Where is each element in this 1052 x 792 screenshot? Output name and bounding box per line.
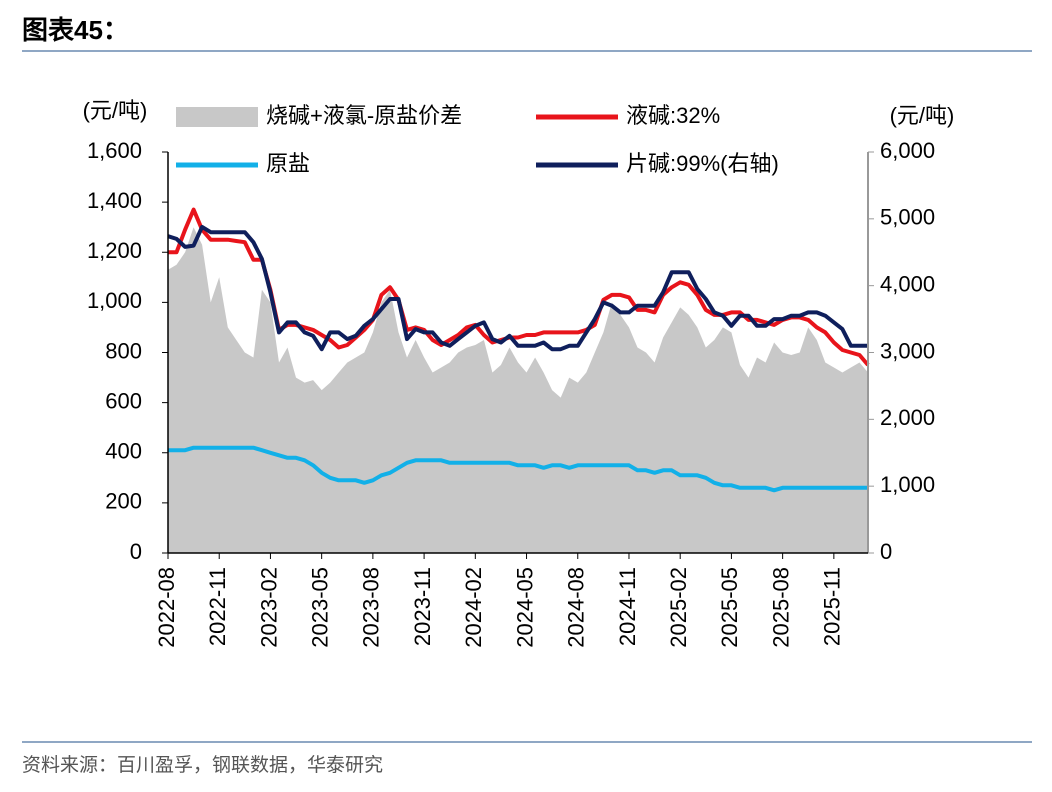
y2-tick-label: 2,000 <box>880 405 935 430</box>
y2-tick-label: 6,000 <box>880 138 935 163</box>
x-tick-label: 2023-02 <box>256 567 281 648</box>
x-tick-label: 2024-05 <box>512 567 537 648</box>
x-tick-label: 2022-11 <box>205 567 230 646</box>
x-tick-label: 2023-08 <box>359 567 384 648</box>
line <box>168 445 868 493</box>
y2-tick-label: 1,000 <box>880 472 935 497</box>
y-tick-label: 600 <box>105 388 142 413</box>
y2-axis-label: (元/吨) <box>890 103 955 128</box>
y-axis-label: (元/吨) <box>83 98 148 123</box>
legend-label: 原盐 <box>266 151 310 176</box>
y-tick-label: 1,600 <box>87 138 142 163</box>
line <box>167 224 868 352</box>
figure-label: 图表45： <box>22 15 129 45</box>
x-tick-label: 2023-05 <box>307 567 332 648</box>
x-tick-label: 2024-02 <box>461 567 486 648</box>
y-tick-label: 1,000 <box>87 288 142 313</box>
x-tick-label: 2024-11 <box>615 567 640 646</box>
y-tick-label: 200 <box>105 489 142 514</box>
area <box>168 227 868 553</box>
y2-tick-label: 4,000 <box>880 271 935 296</box>
x-tick-label: 2023-11 <box>410 567 435 646</box>
y-tick-label: 800 <box>105 338 142 363</box>
y-tick-label: 0 <box>130 539 142 564</box>
y2-tick-label: 5,000 <box>880 205 935 230</box>
x-tick-label: 2025-02 <box>666 567 691 648</box>
legend-label: 液碱:32% <box>626 103 720 128</box>
legend-swatch <box>176 107 258 127</box>
legend-label: 片碱:99%(右轴) <box>626 151 779 176</box>
source: 资料来源：百川盈孚，钢联数据，华泰研究 <box>22 754 383 776</box>
x-tick-label: 2025-05 <box>717 567 742 648</box>
y-tick-label: 1,200 <box>87 238 142 263</box>
y-tick-label: 1,400 <box>87 188 142 213</box>
x-tick-label: 2025-11 <box>820 567 845 646</box>
y-tick-label: 400 <box>105 439 142 464</box>
x-tick-label: 2024-08 <box>564 567 589 648</box>
y2-tick-label: 0 <box>880 539 892 564</box>
x-tick-label: 2022-08 <box>154 567 179 648</box>
y2-tick-label: 3,000 <box>880 338 935 363</box>
legend-label: 烧碱+液氯-原盐价差 <box>266 103 462 128</box>
x-tick-label: 2025-08 <box>768 567 793 648</box>
